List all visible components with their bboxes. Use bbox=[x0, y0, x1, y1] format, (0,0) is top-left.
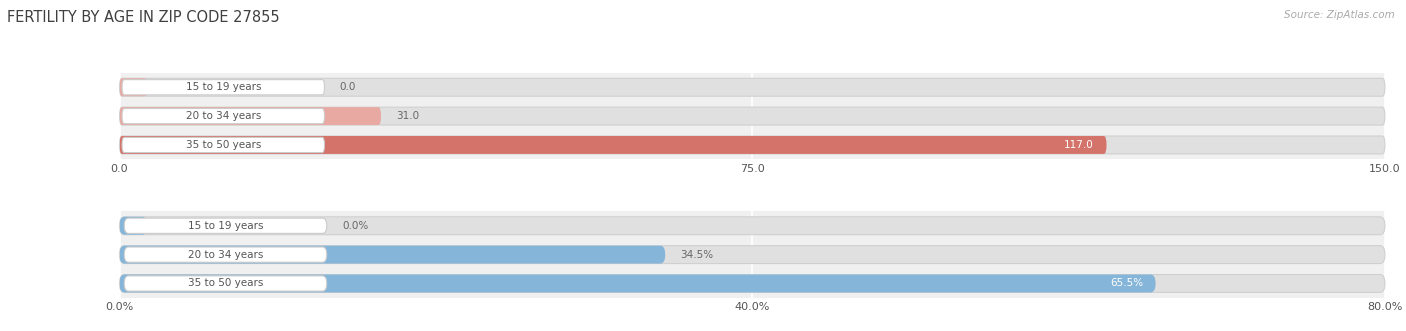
FancyBboxPatch shape bbox=[122, 80, 325, 95]
FancyBboxPatch shape bbox=[120, 217, 148, 235]
FancyBboxPatch shape bbox=[122, 109, 325, 124]
Text: 35 to 50 years: 35 to 50 years bbox=[188, 278, 263, 289]
FancyBboxPatch shape bbox=[120, 136, 1385, 154]
Text: FERTILITY BY AGE IN ZIP CODE 27855: FERTILITY BY AGE IN ZIP CODE 27855 bbox=[7, 10, 280, 25]
FancyBboxPatch shape bbox=[120, 217, 1385, 235]
Text: 35 to 50 years: 35 to 50 years bbox=[186, 140, 262, 150]
FancyBboxPatch shape bbox=[120, 78, 148, 96]
FancyBboxPatch shape bbox=[124, 276, 326, 291]
FancyBboxPatch shape bbox=[120, 107, 1385, 125]
Text: 0.0: 0.0 bbox=[340, 82, 356, 92]
Text: 15 to 19 years: 15 to 19 years bbox=[186, 82, 262, 92]
FancyBboxPatch shape bbox=[124, 247, 326, 262]
Text: 0.0%: 0.0% bbox=[342, 221, 368, 231]
Text: Source: ZipAtlas.com: Source: ZipAtlas.com bbox=[1284, 10, 1395, 20]
FancyBboxPatch shape bbox=[120, 246, 665, 263]
Text: 31.0: 31.0 bbox=[396, 111, 419, 121]
Text: 117.0: 117.0 bbox=[1064, 140, 1094, 150]
FancyBboxPatch shape bbox=[120, 78, 1385, 96]
Text: 65.5%: 65.5% bbox=[1109, 278, 1143, 289]
FancyBboxPatch shape bbox=[120, 274, 1385, 292]
FancyBboxPatch shape bbox=[120, 246, 1385, 263]
FancyBboxPatch shape bbox=[124, 218, 326, 233]
FancyBboxPatch shape bbox=[120, 136, 1107, 154]
Text: 34.5%: 34.5% bbox=[681, 250, 713, 260]
Text: 20 to 34 years: 20 to 34 years bbox=[186, 111, 262, 121]
Text: 20 to 34 years: 20 to 34 years bbox=[188, 250, 263, 260]
FancyBboxPatch shape bbox=[120, 274, 1156, 292]
Text: 15 to 19 years: 15 to 19 years bbox=[188, 221, 263, 231]
FancyBboxPatch shape bbox=[122, 137, 325, 153]
FancyBboxPatch shape bbox=[120, 107, 381, 125]
